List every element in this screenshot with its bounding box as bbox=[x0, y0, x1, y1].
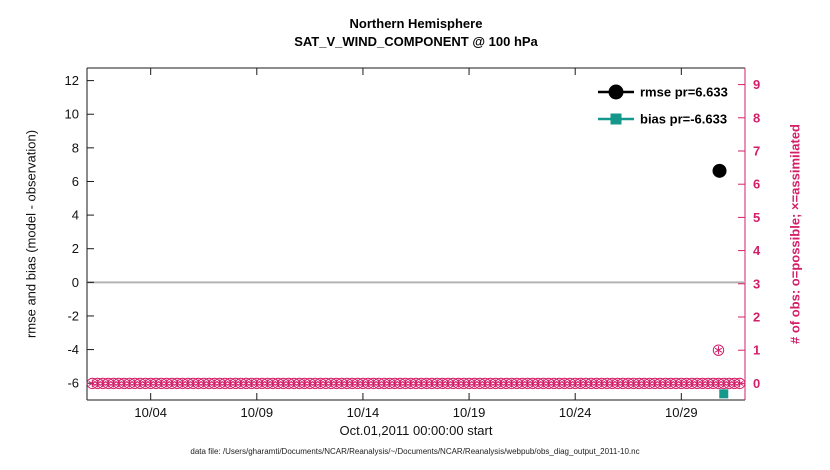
svg-text:4: 4 bbox=[753, 243, 761, 258]
series-rmse bbox=[712, 163, 727, 178]
x-axis-ticks: 10/04 10/09 10/14 10/19 10/24 10/29 bbox=[134, 68, 698, 420]
svg-text:0: 0 bbox=[72, 275, 79, 290]
svg-text:2: 2 bbox=[753, 310, 760, 325]
svg-text:0: 0 bbox=[753, 376, 760, 391]
y-axis-right-label: # of obs: o=possible; ×=assimilated bbox=[787, 124, 803, 344]
svg-text:10: 10 bbox=[65, 107, 79, 122]
svg-text:6: 6 bbox=[72, 174, 79, 189]
y-axis-right-ticks: 0 1 2 3 4 5 6 7 8 9 bbox=[738, 77, 761, 391]
axes-box bbox=[86, 67, 746, 401]
svg-text:7: 7 bbox=[753, 144, 760, 159]
svg-text:8: 8 bbox=[753, 110, 760, 125]
svg-text:8: 8 bbox=[72, 140, 79, 155]
svg-text:4: 4 bbox=[72, 208, 79, 223]
svg-text:-2: -2 bbox=[67, 308, 79, 323]
svg-text:12: 12 bbox=[65, 73, 79, 88]
x-axis-label: Oct.01,2011 00:00:00 start bbox=[339, 423, 493, 438]
svg-text:6: 6 bbox=[753, 177, 760, 192]
svg-text:1: 1 bbox=[753, 343, 760, 358]
series-bias bbox=[719, 389, 729, 399]
y-axis-left-ticks: -6 -4 -2 0 2 4 6 8 10 12 bbox=[65, 73, 94, 391]
data-file-caption: data file: /Users/gharamti/Documents/NCA… bbox=[190, 447, 640, 456]
svg-text:3: 3 bbox=[753, 276, 760, 291]
svg-text:10/19: 10/19 bbox=[453, 405, 486, 420]
svg-text:10/09: 10/09 bbox=[241, 405, 274, 420]
svg-text:5: 5 bbox=[753, 210, 760, 225]
svg-text:10/14: 10/14 bbox=[347, 405, 380, 420]
svg-text:-4: -4 bbox=[67, 342, 79, 357]
legend: rmse pr=6.633 bias pr=-6.633 bbox=[598, 84, 728, 127]
series-obs-count-possible-assimilated bbox=[86, 344, 746, 390]
svg-text:2: 2 bbox=[72, 241, 79, 256]
svg-text:10/04: 10/04 bbox=[134, 405, 167, 420]
svg-text:10/29: 10/29 bbox=[665, 405, 698, 420]
svg-text:bias pr=-6.633: bias pr=-6.633 bbox=[640, 112, 727, 127]
svg-text:10/24: 10/24 bbox=[559, 405, 592, 420]
svg-text:9: 9 bbox=[753, 77, 760, 92]
svg-text:rmse pr=6.633: rmse pr=6.633 bbox=[640, 85, 728, 100]
y-axis-left-label: rmse and bias (model - observation) bbox=[23, 129, 39, 339]
svg-text:-6: -6 bbox=[67, 376, 79, 391]
chart-subtitle: SAT_V_WIND_COMPONENT @ 100 hPa bbox=[294, 34, 538, 49]
chart-title: Northern Hemisphere bbox=[349, 16, 483, 31]
